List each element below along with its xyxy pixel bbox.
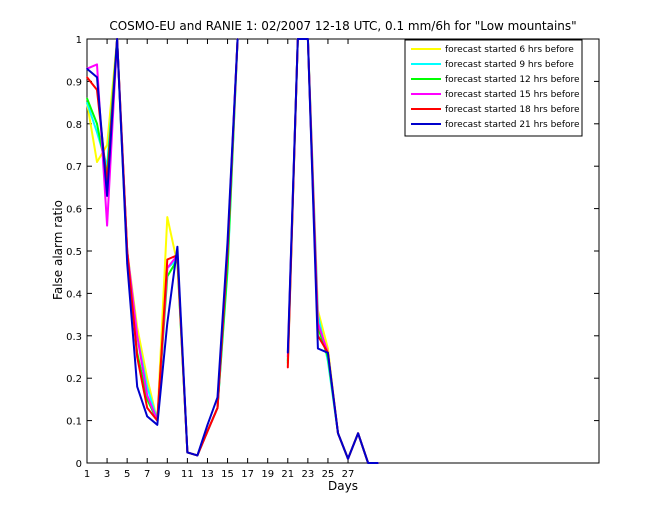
- y-tick-label: 1: [76, 35, 82, 46]
- data-point: [146, 398, 148, 401]
- data-point: [136, 356, 138, 358]
- data-point: [146, 394, 148, 397]
- data-point: [367, 462, 369, 464]
- data-point: [116, 38, 118, 40]
- data-point: [156, 424, 159, 426]
- data-point: [357, 432, 359, 435]
- data-point: [166, 216, 169, 218]
- x-tick-label: 11: [181, 469, 194, 480]
- legend-entry-label: forecast started 21 hrs before: [445, 120, 580, 130]
- data-point: [186, 451, 189, 454]
- data-point: [106, 224, 108, 227]
- y-tick-label: 0.5: [66, 247, 82, 258]
- series-line-6: [86, 38, 239, 457]
- data-point: [176, 246, 179, 248]
- y-tick-label: 0.7: [66, 162, 82, 173]
- data-point: [146, 415, 148, 418]
- data-point: [106, 195, 108, 197]
- x-tick-label: 7: [144, 469, 150, 480]
- x-tick-label: 5: [124, 469, 130, 480]
- x-tick-label: 19: [261, 469, 274, 480]
- data-point: [216, 407, 219, 409]
- legend-entry-label: forecast started 12 hrs before: [445, 75, 580, 85]
- data-point: [206, 430, 209, 433]
- data-point: [86, 101, 88, 104]
- data-point: [337, 432, 339, 435]
- data-point: [96, 76, 98, 78]
- data-point: [287, 366, 289, 369]
- data-point: [136, 335, 138, 337]
- x-tick-label: 15: [221, 469, 234, 480]
- series-line-6: [286, 38, 379, 464]
- x-tick-label: 13: [201, 469, 214, 480]
- y-tick-label: 0.2: [66, 374, 82, 385]
- x-tick-label: 17: [241, 469, 254, 480]
- x-tick-label: 23: [301, 469, 314, 480]
- y-tick-label: 0.3: [66, 332, 82, 343]
- y-tick-label: 0: [76, 459, 82, 470]
- x-tick-label: 25: [322, 469, 335, 480]
- x-tick-label: 27: [342, 469, 355, 480]
- y-tick-label: 0.1: [66, 417, 82, 428]
- data-point: [327, 352, 329, 354]
- data-point: [317, 347, 319, 350]
- legend-entry-label: forecast started 18 hrs before: [445, 105, 580, 115]
- legend-entry-label: forecast started 6 hrs before: [445, 45, 574, 55]
- data-point: [96, 123, 98, 125]
- data-point: [86, 97, 88, 100]
- chart-title: COSMO-EU and RANIE 1: 02/2007 12-18 UTC,…: [109, 19, 576, 33]
- x-tick-label: 21: [281, 469, 294, 480]
- plot-area: 1 3 5 7 9 11 13 15 17 19 21 23 25 2700.10.20.30.40.50…: [66, 35, 600, 480]
- data-point: [166, 322, 169, 324]
- data-point: [226, 241, 229, 244]
- x-tick-label: 9: [164, 469, 170, 480]
- data-point: [347, 458, 349, 460]
- data-point: [86, 67, 88, 70]
- data-point: [297, 38, 299, 40]
- data-point: [96, 63, 98, 66]
- legend-box: [404, 39, 583, 137]
- x-tick-label: 3: [104, 469, 110, 480]
- legend-entry-label: forecast started 15 hrs before: [445, 90, 580, 100]
- data-point: [136, 385, 138, 388]
- data-point: [146, 377, 148, 380]
- y-tick-label: 0.9: [66, 77, 82, 88]
- y-axis-label: False alarm ratio: [51, 200, 65, 300]
- x-axis-label: Days: [328, 479, 358, 493]
- y-tick-label: 0.8: [66, 120, 82, 131]
- data-point: [126, 262, 128, 265]
- data-point: [146, 407, 148, 409]
- data-point: [216, 396, 219, 399]
- data-point: [96, 131, 98, 134]
- x-tick-label: 1: [84, 469, 90, 480]
- data-point: [86, 76, 88, 78]
- data-point: [206, 424, 209, 426]
- data-point: [307, 38, 309, 40]
- data-point: [106, 144, 108, 146]
- data-point: [96, 161, 98, 163]
- legend: forecast started 6 hrs before forecast st…: [404, 39, 583, 137]
- data-point: [166, 258, 169, 261]
- legend-entry-label: forecast started 9 hrs before: [445, 60, 574, 70]
- data-point: [196, 454, 199, 457]
- data-point: [377, 462, 379, 464]
- y-tick-label: 0.6: [66, 205, 82, 216]
- data-point: [287, 352, 289, 354]
- y-tick-label: 0.4: [66, 289, 82, 300]
- data-point: [236, 38, 239, 40]
